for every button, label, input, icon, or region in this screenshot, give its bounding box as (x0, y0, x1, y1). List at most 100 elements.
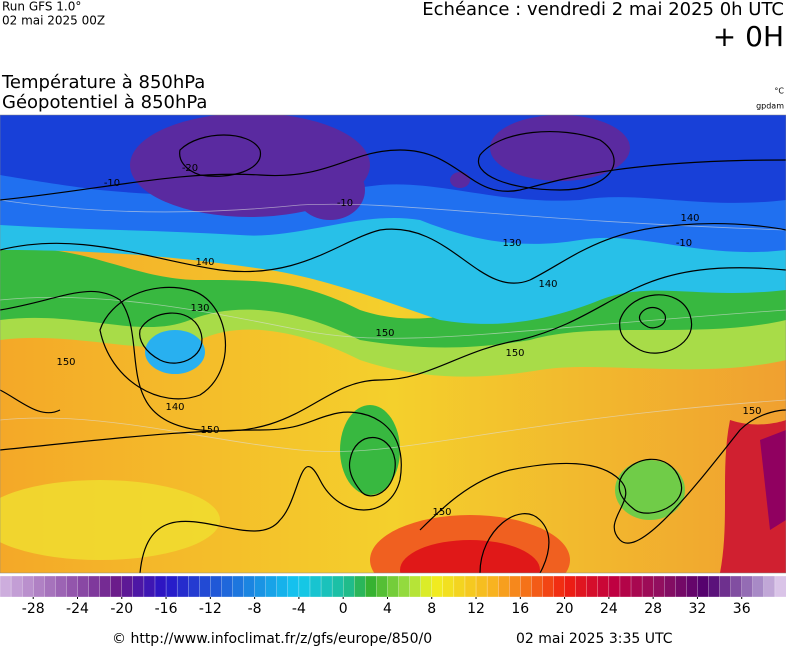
colorbar-swatch (243, 575, 256, 598)
colorbar-swatch (254, 575, 267, 598)
contour-label: 150 (56, 357, 75, 368)
colorbar-swatch (686, 575, 699, 598)
colorbar-swatch (653, 575, 665, 598)
colorbar-tick-label: -8 (248, 601, 262, 617)
colorbar-swatch (66, 575, 79, 598)
colorbar-swatch (331, 575, 344, 598)
colorbar-swatch (121, 575, 134, 598)
offset: + 0H (713, 20, 784, 53)
colorbar-swatch (752, 575, 765, 598)
contour-label: 140 (680, 213, 699, 224)
colorbar-tick-label: 12 (467, 601, 485, 617)
echeance: Echéance : vendredi 2 mai 2025 0h UTC (422, 0, 784, 20)
colorbar-tick-label: 32 (689, 601, 707, 617)
colorbar-swatch (232, 575, 245, 598)
colorbar-swatch (33, 575, 45, 598)
generated-time: 02 mai 2025 3:35 UTC (516, 631, 673, 647)
colorbar-swatch (509, 575, 521, 598)
colorbar-swatch (564, 575, 577, 598)
colorbar-swatch (409, 575, 422, 598)
colorbar-swatch (553, 575, 566, 598)
colorbar-swatch (132, 575, 145, 598)
title-temperature: Température à 850hPa (1, 72, 205, 93)
colorbar-swatch (343, 575, 355, 598)
colorbar-tick-label: 28 (644, 601, 662, 617)
colorbar-tick-label: -20 (110, 601, 133, 617)
colorbar-tick-label: -4 (292, 601, 306, 617)
colorbar-swatch (287, 575, 300, 598)
contour-label: 150 (505, 348, 524, 359)
unit-temperature: °C (774, 87, 784, 96)
colorbar-swatch (719, 575, 732, 598)
colorbar-swatch (464, 575, 477, 598)
colorbar-swatch (154, 575, 167, 598)
unit-geopotential: gpdam (756, 102, 784, 111)
colorbar-swatch (420, 575, 433, 598)
colorbar-swatch (763, 575, 776, 598)
colorbar-swatch (586, 575, 599, 598)
colorbar-tick-label: -24 (66, 601, 89, 617)
contour-label: 150 (375, 328, 394, 339)
title-geopotential: Géopotentiel à 850hPa (2, 92, 207, 113)
colorbar-swatch (431, 575, 444, 598)
contour-label: 140 (165, 402, 184, 413)
colorbar-swatch (44, 575, 57, 598)
contour-label: 150 (432, 507, 451, 518)
colorbar-swatch (309, 575, 322, 598)
temperature-map (0, 115, 786, 573)
colorbar-tick-label: -12 (199, 601, 222, 617)
colorbar-swatch (365, 575, 378, 598)
colorbar-swatch (10, 575, 23, 598)
colorbar-swatch (176, 575, 189, 598)
colorbar-swatch (442, 575, 455, 598)
contour-label: 150 (200, 425, 219, 436)
colorbar-swatch (575, 575, 588, 598)
contour-label: -10 (676, 238, 692, 249)
colorbar-swatch (675, 575, 688, 598)
colorbar-tick-label: 36 (733, 601, 751, 617)
run-date: 02 mai 2025 00Z (2, 14, 105, 28)
colorbar-swatch (597, 575, 610, 598)
colorbar-swatch (0, 575, 12, 598)
colorbar-tick-label: 4 (383, 601, 392, 617)
contour-label: 130 (502, 238, 521, 249)
colorbar-swatch (221, 575, 234, 598)
colorbar-swatch (398, 575, 411, 598)
colorbar-swatch (354, 575, 366, 598)
contour-label: 150 (742, 406, 761, 417)
colorbar-swatch (387, 575, 400, 598)
colorbar-swatch (143, 575, 156, 598)
contour-label: -10 (104, 178, 120, 189)
colorbar-swatch (110, 575, 123, 598)
colorbar-swatch (298, 575, 311, 598)
colorbar-swatch (498, 575, 510, 598)
colorbar-swatch (210, 575, 223, 598)
source-url: © http://www.infoclimat.fr/z/gfs/europe/… (112, 631, 432, 647)
colorbar-swatch (774, 575, 786, 598)
colorbar-swatch (531, 575, 544, 598)
colorbar-tick-label: 24 (600, 601, 618, 617)
colorbar-swatch (664, 575, 676, 598)
colorbar: -28 -24 -20 -16 -12 -8 -4 0 4 8 12 16 20 24 28 32 36 (0, 575, 786, 617)
colorbar-swatch (486, 575, 499, 598)
colorbar-swatch (77, 575, 90, 598)
contour-labels: 150 140 130 140 150 150 150 130 140 150 140 150 -20 -… (56, 163, 761, 518)
colorbar-swatch (630, 575, 643, 598)
colorbar-swatch (21, 575, 34, 598)
colorbar-swatch (320, 575, 333, 598)
colorbar-swatch (99, 575, 112, 598)
contour-label: 140 (538, 279, 557, 290)
colorbar-swatch (265, 575, 278, 598)
colorbar-swatch (376, 575, 389, 598)
colorbar-tick-label: 0 (339, 601, 348, 617)
contour-label: -20 (182, 163, 198, 174)
colorbar-swatch (188, 575, 200, 598)
colorbar-tick-label: 16 (511, 601, 529, 617)
colorbar-swatch (641, 575, 654, 598)
colorbar-swatch (730, 575, 743, 598)
colorbar-swatch (453, 575, 466, 598)
colorbar-swatch (199, 575, 211, 598)
colorbar-tick-label: -28 (22, 601, 45, 617)
colorbar-tick-label: 8 (427, 601, 436, 617)
